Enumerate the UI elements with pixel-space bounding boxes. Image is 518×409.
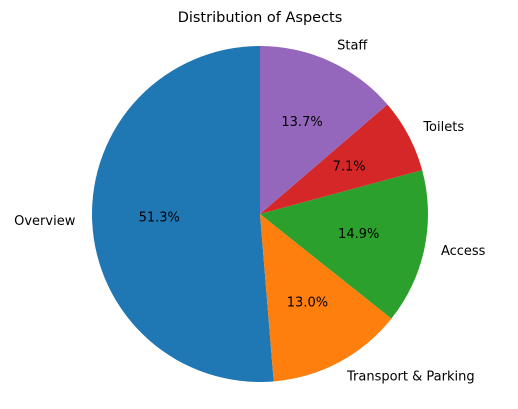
slice-value-label-staff: 13.7% xyxy=(281,115,322,130)
slice-label-overview: Overview xyxy=(14,214,76,229)
slice-label-staff: Staff xyxy=(337,39,368,54)
slice-value-label-toilets: 7.1% xyxy=(333,159,366,174)
slice-label-access: Access xyxy=(441,244,486,259)
chart-title: Distribution of Aspects xyxy=(178,10,343,26)
pie-slices xyxy=(92,46,428,382)
slice-label-transport-parking: Transport & Parking xyxy=(346,370,475,385)
slice-label-toilets: Toilets xyxy=(422,120,464,135)
pie-slice-staff xyxy=(260,46,388,214)
pie-slice-access xyxy=(260,170,428,319)
pie-slice-toilets xyxy=(260,104,423,214)
slice-value-label-access: 14.9% xyxy=(338,227,379,242)
slice-value-label-overview: 51.3% xyxy=(139,211,180,226)
pie-slice-transport-parking xyxy=(260,214,392,382)
pie-labels: Overview 51.3% Transport & Parking 13.0% Acc… xyxy=(14,39,486,385)
pie-slice-overview xyxy=(92,46,274,382)
slice-value-label-transport-parking: 13.0% xyxy=(287,295,328,310)
